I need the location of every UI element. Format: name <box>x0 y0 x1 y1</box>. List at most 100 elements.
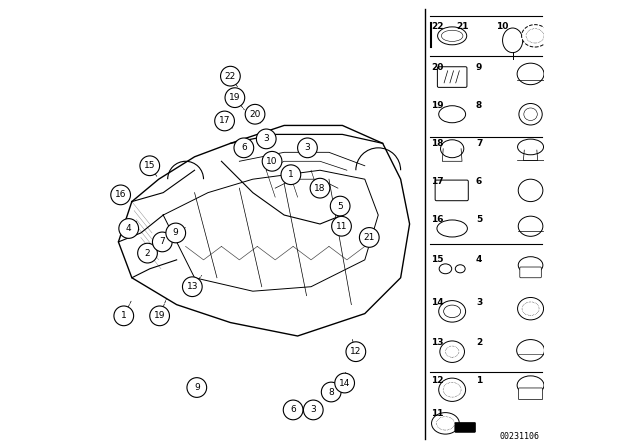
FancyBboxPatch shape <box>455 422 476 432</box>
Ellipse shape <box>440 341 465 362</box>
Text: 14: 14 <box>431 298 444 307</box>
Ellipse shape <box>517 376 544 395</box>
Ellipse shape <box>439 301 466 322</box>
Text: 9: 9 <box>476 63 483 72</box>
Ellipse shape <box>526 29 544 43</box>
Circle shape <box>332 216 351 236</box>
Ellipse shape <box>518 216 543 237</box>
Circle shape <box>182 277 202 297</box>
Text: 3: 3 <box>476 298 482 307</box>
Ellipse shape <box>439 378 466 401</box>
Text: 13: 13 <box>187 282 198 291</box>
Circle shape <box>215 111 234 131</box>
Text: 2: 2 <box>145 249 150 258</box>
Text: 1: 1 <box>288 170 294 179</box>
FancyBboxPatch shape <box>518 388 543 400</box>
Circle shape <box>303 400 323 420</box>
Text: 3: 3 <box>310 405 316 414</box>
Circle shape <box>225 88 244 108</box>
Text: 21: 21 <box>457 22 469 31</box>
Circle shape <box>111 185 131 205</box>
Text: 10: 10 <box>496 22 508 31</box>
Text: 3: 3 <box>305 143 310 152</box>
Text: 11: 11 <box>336 222 348 231</box>
Ellipse shape <box>518 257 543 274</box>
Text: 11: 11 <box>431 409 444 418</box>
Circle shape <box>360 228 379 247</box>
Circle shape <box>245 104 265 124</box>
Ellipse shape <box>518 139 543 155</box>
Text: 9: 9 <box>194 383 200 392</box>
Text: 8: 8 <box>328 388 334 396</box>
Circle shape <box>187 378 207 397</box>
Circle shape <box>166 223 186 243</box>
Text: 4: 4 <box>126 224 131 233</box>
Circle shape <box>234 138 253 158</box>
Text: 14: 14 <box>339 379 350 388</box>
Circle shape <box>335 373 355 393</box>
Ellipse shape <box>442 30 463 42</box>
Circle shape <box>262 151 282 171</box>
Text: 16: 16 <box>115 190 126 199</box>
Ellipse shape <box>438 27 467 45</box>
Ellipse shape <box>431 413 460 434</box>
Text: 7: 7 <box>476 139 483 148</box>
Ellipse shape <box>455 265 465 273</box>
Circle shape <box>330 196 350 216</box>
FancyBboxPatch shape <box>437 67 467 87</box>
Circle shape <box>298 138 317 158</box>
Text: 6: 6 <box>241 143 246 152</box>
Text: 10: 10 <box>266 157 278 166</box>
Circle shape <box>119 219 139 238</box>
Ellipse shape <box>440 140 464 158</box>
Circle shape <box>321 382 341 402</box>
Text: 2: 2 <box>476 338 482 347</box>
Text: 5: 5 <box>476 215 482 224</box>
Text: 17: 17 <box>431 177 444 186</box>
Circle shape <box>152 232 172 252</box>
Text: 12: 12 <box>431 376 444 385</box>
Text: 9: 9 <box>173 228 179 237</box>
Text: 7: 7 <box>159 237 165 246</box>
Ellipse shape <box>444 383 461 397</box>
Ellipse shape <box>502 28 523 53</box>
Text: 13: 13 <box>431 338 444 347</box>
Text: 12: 12 <box>350 347 362 356</box>
Ellipse shape <box>524 108 538 121</box>
Circle shape <box>114 306 134 326</box>
Text: 19: 19 <box>431 101 444 110</box>
Circle shape <box>140 156 159 176</box>
Text: 22: 22 <box>225 72 236 81</box>
Circle shape <box>310 178 330 198</box>
Ellipse shape <box>518 179 543 202</box>
Ellipse shape <box>439 264 452 274</box>
Ellipse shape <box>518 297 543 320</box>
Text: 1: 1 <box>476 376 482 385</box>
Circle shape <box>346 342 365 362</box>
Ellipse shape <box>436 417 454 430</box>
Circle shape <box>138 243 157 263</box>
Text: 6: 6 <box>291 405 296 414</box>
FancyBboxPatch shape <box>435 180 468 201</box>
Text: 19: 19 <box>154 311 165 320</box>
Ellipse shape <box>444 305 461 318</box>
Ellipse shape <box>517 63 544 85</box>
Circle shape <box>221 66 240 86</box>
Ellipse shape <box>522 25 548 47</box>
Text: 3: 3 <box>264 134 269 143</box>
Ellipse shape <box>439 106 466 123</box>
Text: 21: 21 <box>364 233 375 242</box>
Text: 18: 18 <box>314 184 326 193</box>
Ellipse shape <box>516 340 545 361</box>
Text: 5: 5 <box>337 202 343 211</box>
Text: 17: 17 <box>219 116 230 125</box>
Text: 15: 15 <box>144 161 156 170</box>
Circle shape <box>150 306 170 326</box>
Text: 8: 8 <box>476 101 482 110</box>
FancyBboxPatch shape <box>520 267 541 278</box>
Ellipse shape <box>445 346 459 358</box>
Ellipse shape <box>437 220 467 237</box>
Text: 19: 19 <box>229 93 241 102</box>
Text: 4: 4 <box>476 255 483 264</box>
Text: 00231106: 00231106 <box>499 432 540 441</box>
